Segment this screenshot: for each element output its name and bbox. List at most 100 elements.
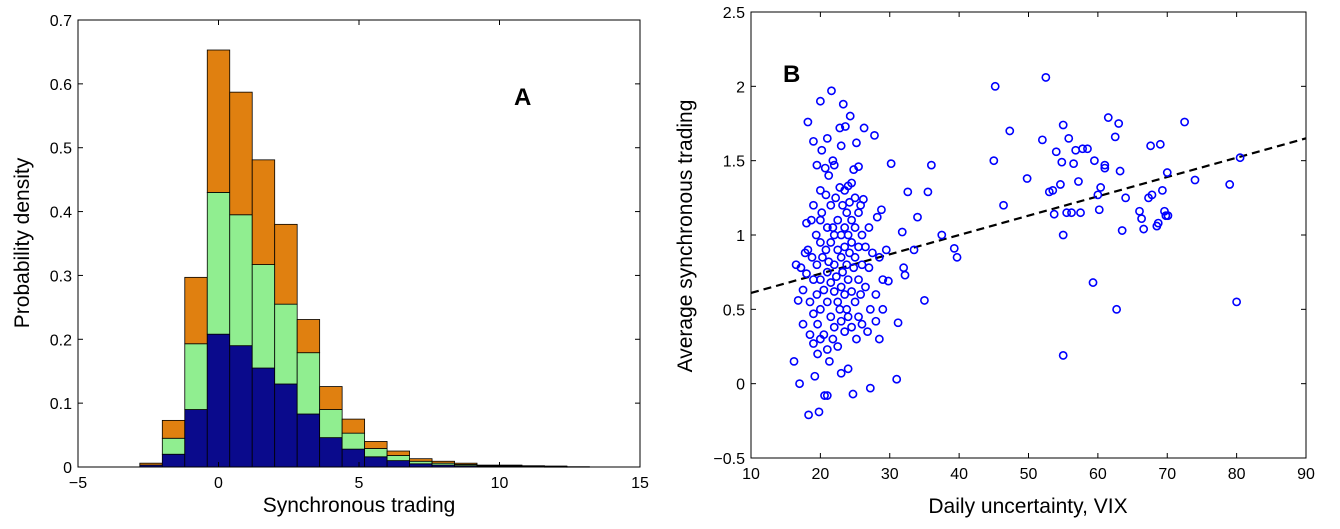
scatter-point — [1056, 180, 1065, 189]
panel-a-ytick-label: 0.3 — [50, 268, 72, 285]
scatter-point — [999, 200, 1008, 210]
scatter-point — [874, 334, 884, 344]
panel-b-xtick-label: 50 — [1020, 466, 1038, 483]
scatter-point — [871, 290, 881, 299]
panel-b-ytick-label: 2.5 — [723, 5, 745, 22]
scatter-point — [893, 318, 903, 328]
scatter-point — [909, 245, 919, 255]
scatter-point — [835, 123, 845, 133]
scatter-point — [878, 275, 888, 284]
scatter-point — [878, 304, 888, 314]
panel-b-ytick-label: 0.5 — [723, 302, 745, 319]
panel-a-xtick-label: 15 — [631, 475, 649, 492]
scatter-point — [815, 304, 825, 314]
bar-segment-top — [229, 91, 253, 216]
bar-segment-bottom — [386, 460, 410, 468]
scatter-point — [814, 407, 824, 417]
scatter-point — [818, 252, 827, 262]
scatter-point — [1057, 157, 1067, 167]
scatter-point — [868, 248, 877, 258]
scatter-point — [1005, 126, 1015, 136]
panel-a-ytick-label: 0.2 — [50, 332, 72, 349]
scatter-point — [1096, 183, 1106, 192]
panel-b-letter: B — [783, 61, 800, 88]
scatter-point — [819, 285, 829, 295]
scatter-point — [913, 212, 922, 222]
scatter-point — [840, 242, 850, 252]
scatter-point — [815, 238, 825, 247]
scatter-point — [815, 275, 825, 284]
scatter-point — [1058, 230, 1068, 240]
scatter-point — [1225, 180, 1235, 189]
scatter-point — [836, 252, 846, 262]
scatter-point — [836, 230, 846, 240]
scatter-point — [923, 187, 933, 197]
panel-a-xtick-label: 5 — [355, 475, 364, 492]
bar-segment-top — [341, 418, 366, 434]
scatter-point — [1037, 135, 1047, 145]
scatter-point — [883, 276, 893, 286]
scatter-point — [822, 391, 832, 400]
scatter-point — [833, 297, 843, 307]
scatter-point — [838, 200, 847, 210]
scatter-point — [1062, 208, 1072, 218]
scatter-point — [899, 263, 909, 273]
scatter-point — [1100, 163, 1110, 173]
panel-b-xtick-label: 70 — [1158, 466, 1176, 483]
scatter-point — [822, 267, 832, 277]
scatter-point — [836, 282, 846, 292]
scatter-point — [812, 290, 822, 299]
scatter-point — [829, 160, 839, 170]
scatter-point — [831, 272, 841, 282]
scatter-point — [819, 330, 829, 340]
scatter-point — [949, 243, 959, 253]
scatter-point — [821, 190, 831, 200]
scatter-point — [1147, 190, 1157, 200]
scatter-point — [833, 245, 843, 255]
scatter-point — [842, 260, 852, 270]
scatter-point — [822, 223, 832, 232]
scatter-point — [1074, 177, 1083, 186]
scatter-point — [854, 312, 863, 322]
panel-a-ytick-label: 0.1 — [50, 396, 72, 413]
scatter-point — [840, 122, 850, 131]
scatter-point — [805, 297, 815, 307]
bar-segment-middle — [319, 409, 343, 439]
scatter-point — [815, 185, 825, 195]
scatter-point — [937, 230, 947, 240]
scatter-point — [1162, 168, 1172, 177]
scatter-point — [1058, 351, 1068, 360]
panel-b-ytick-label: −0.5 — [713, 451, 745, 468]
scatter-point — [820, 163, 830, 173]
scatter-point — [1064, 133, 1074, 143]
scatter-point — [1051, 147, 1061, 157]
scatter-point — [865, 304, 875, 314]
scatter-point — [886, 159, 896, 169]
scatter-point — [892, 374, 902, 384]
bar-segment-top — [161, 419, 186, 439]
bar-segment-bottom — [161, 453, 186, 468]
scatter-point — [829, 260, 839, 270]
scatter-point — [1139, 224, 1149, 234]
scatter-point — [1110, 132, 1120, 142]
scatter-point — [1041, 73, 1051, 82]
scatter-point — [1093, 190, 1103, 200]
bar-segment-middle — [229, 214, 253, 347]
bar-segment-bottom — [206, 333, 231, 468]
histogram-bars — [139, 49, 590, 468]
bar-segment-top — [139, 462, 163, 466]
panel-b-axes-frame — [750, 11, 1307, 459]
scatter-point — [1083, 144, 1092, 154]
scatter-point — [1180, 117, 1189, 127]
scatter-point — [1137, 214, 1146, 224]
scatter-point — [836, 141, 846, 151]
scatter-point — [881, 245, 891, 255]
bar-segment-top — [544, 465, 568, 467]
bar-segment-middle — [251, 264, 276, 369]
scatter-point — [843, 364, 853, 374]
scatter-point — [857, 230, 867, 240]
bar-segment-top — [521, 465, 545, 467]
scatter-point — [822, 133, 832, 143]
scatter-point — [836, 368, 846, 378]
